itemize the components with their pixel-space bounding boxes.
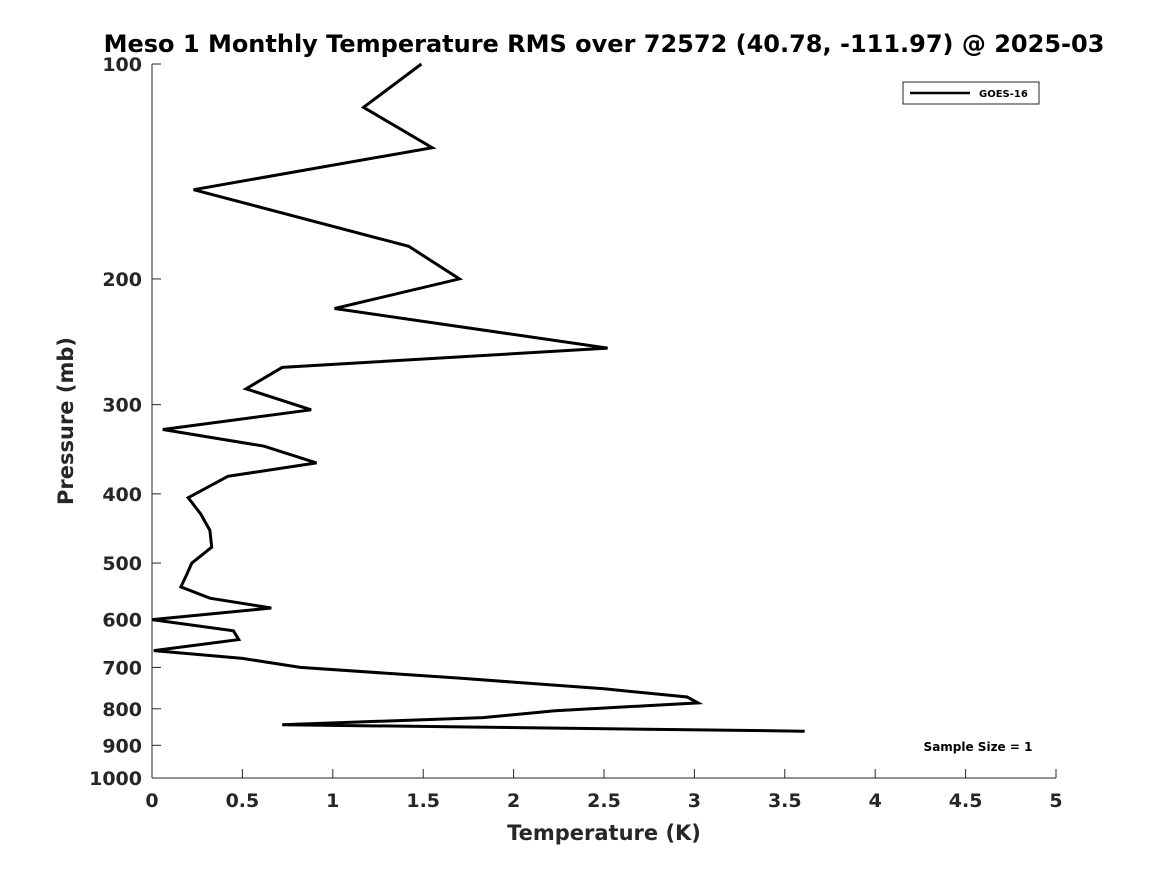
y-ticks: 100 200 300 400 500 600 700 800 900 1000 [89, 54, 161, 790]
x-tick-label-2: 2 [507, 790, 520, 812]
chart-title: Meso 1 Monthly Temperature RMS over 7257… [104, 30, 1105, 58]
x-ticks: 0 0.5 1 1.5 2 2.5 3 3.5 4 4.5 5 [145, 769, 1063, 812]
y-tick-label-200: 200 [102, 269, 142, 291]
y-tick-label-700: 700 [102, 657, 142, 679]
x-tick-label-5: 5 [1049, 790, 1062, 812]
x-tick-label-2.5: 2.5 [587, 790, 621, 812]
x-tick-label-3: 3 [688, 790, 701, 812]
y-tick-label-1000: 1000 [89, 768, 142, 790]
y-tick-label-300: 300 [102, 395, 142, 417]
y-tick-label-500: 500 [102, 553, 142, 575]
y-tick-label-800: 800 [102, 699, 142, 721]
x-tick-label-1: 1 [326, 790, 339, 812]
y-axis-label: Pressure (mb) [54, 337, 78, 505]
y-tick-label-900: 900 [102, 735, 142, 757]
series-line-goes-16 [151, 62, 805, 733]
x-tick-label-0: 0 [145, 790, 158, 812]
legend: GOES-16 [902, 81, 1040, 105]
x-tick-label-4: 4 [869, 790, 882, 812]
sample-size-annotation: Sample Size = 1 [924, 740, 1033, 754]
legend-label-goes-16: GOES-16 [979, 89, 1028, 100]
x-tick-label-3.5: 3.5 [768, 790, 802, 812]
y-tick-label-600: 600 [102, 610, 142, 632]
y-tick-label-400: 400 [102, 484, 142, 506]
y-tick-label-100: 100 [102, 54, 142, 76]
legend-box [902, 81, 1040, 105]
series-layer [151, 62, 805, 733]
x-tick-label-4.5: 4.5 [949, 790, 983, 812]
x-tick-label-0.5: 0.5 [226, 790, 260, 812]
x-axis-label: Temperature (K) [507, 821, 701, 845]
x-tick-label-1.5: 1.5 [406, 790, 440, 812]
